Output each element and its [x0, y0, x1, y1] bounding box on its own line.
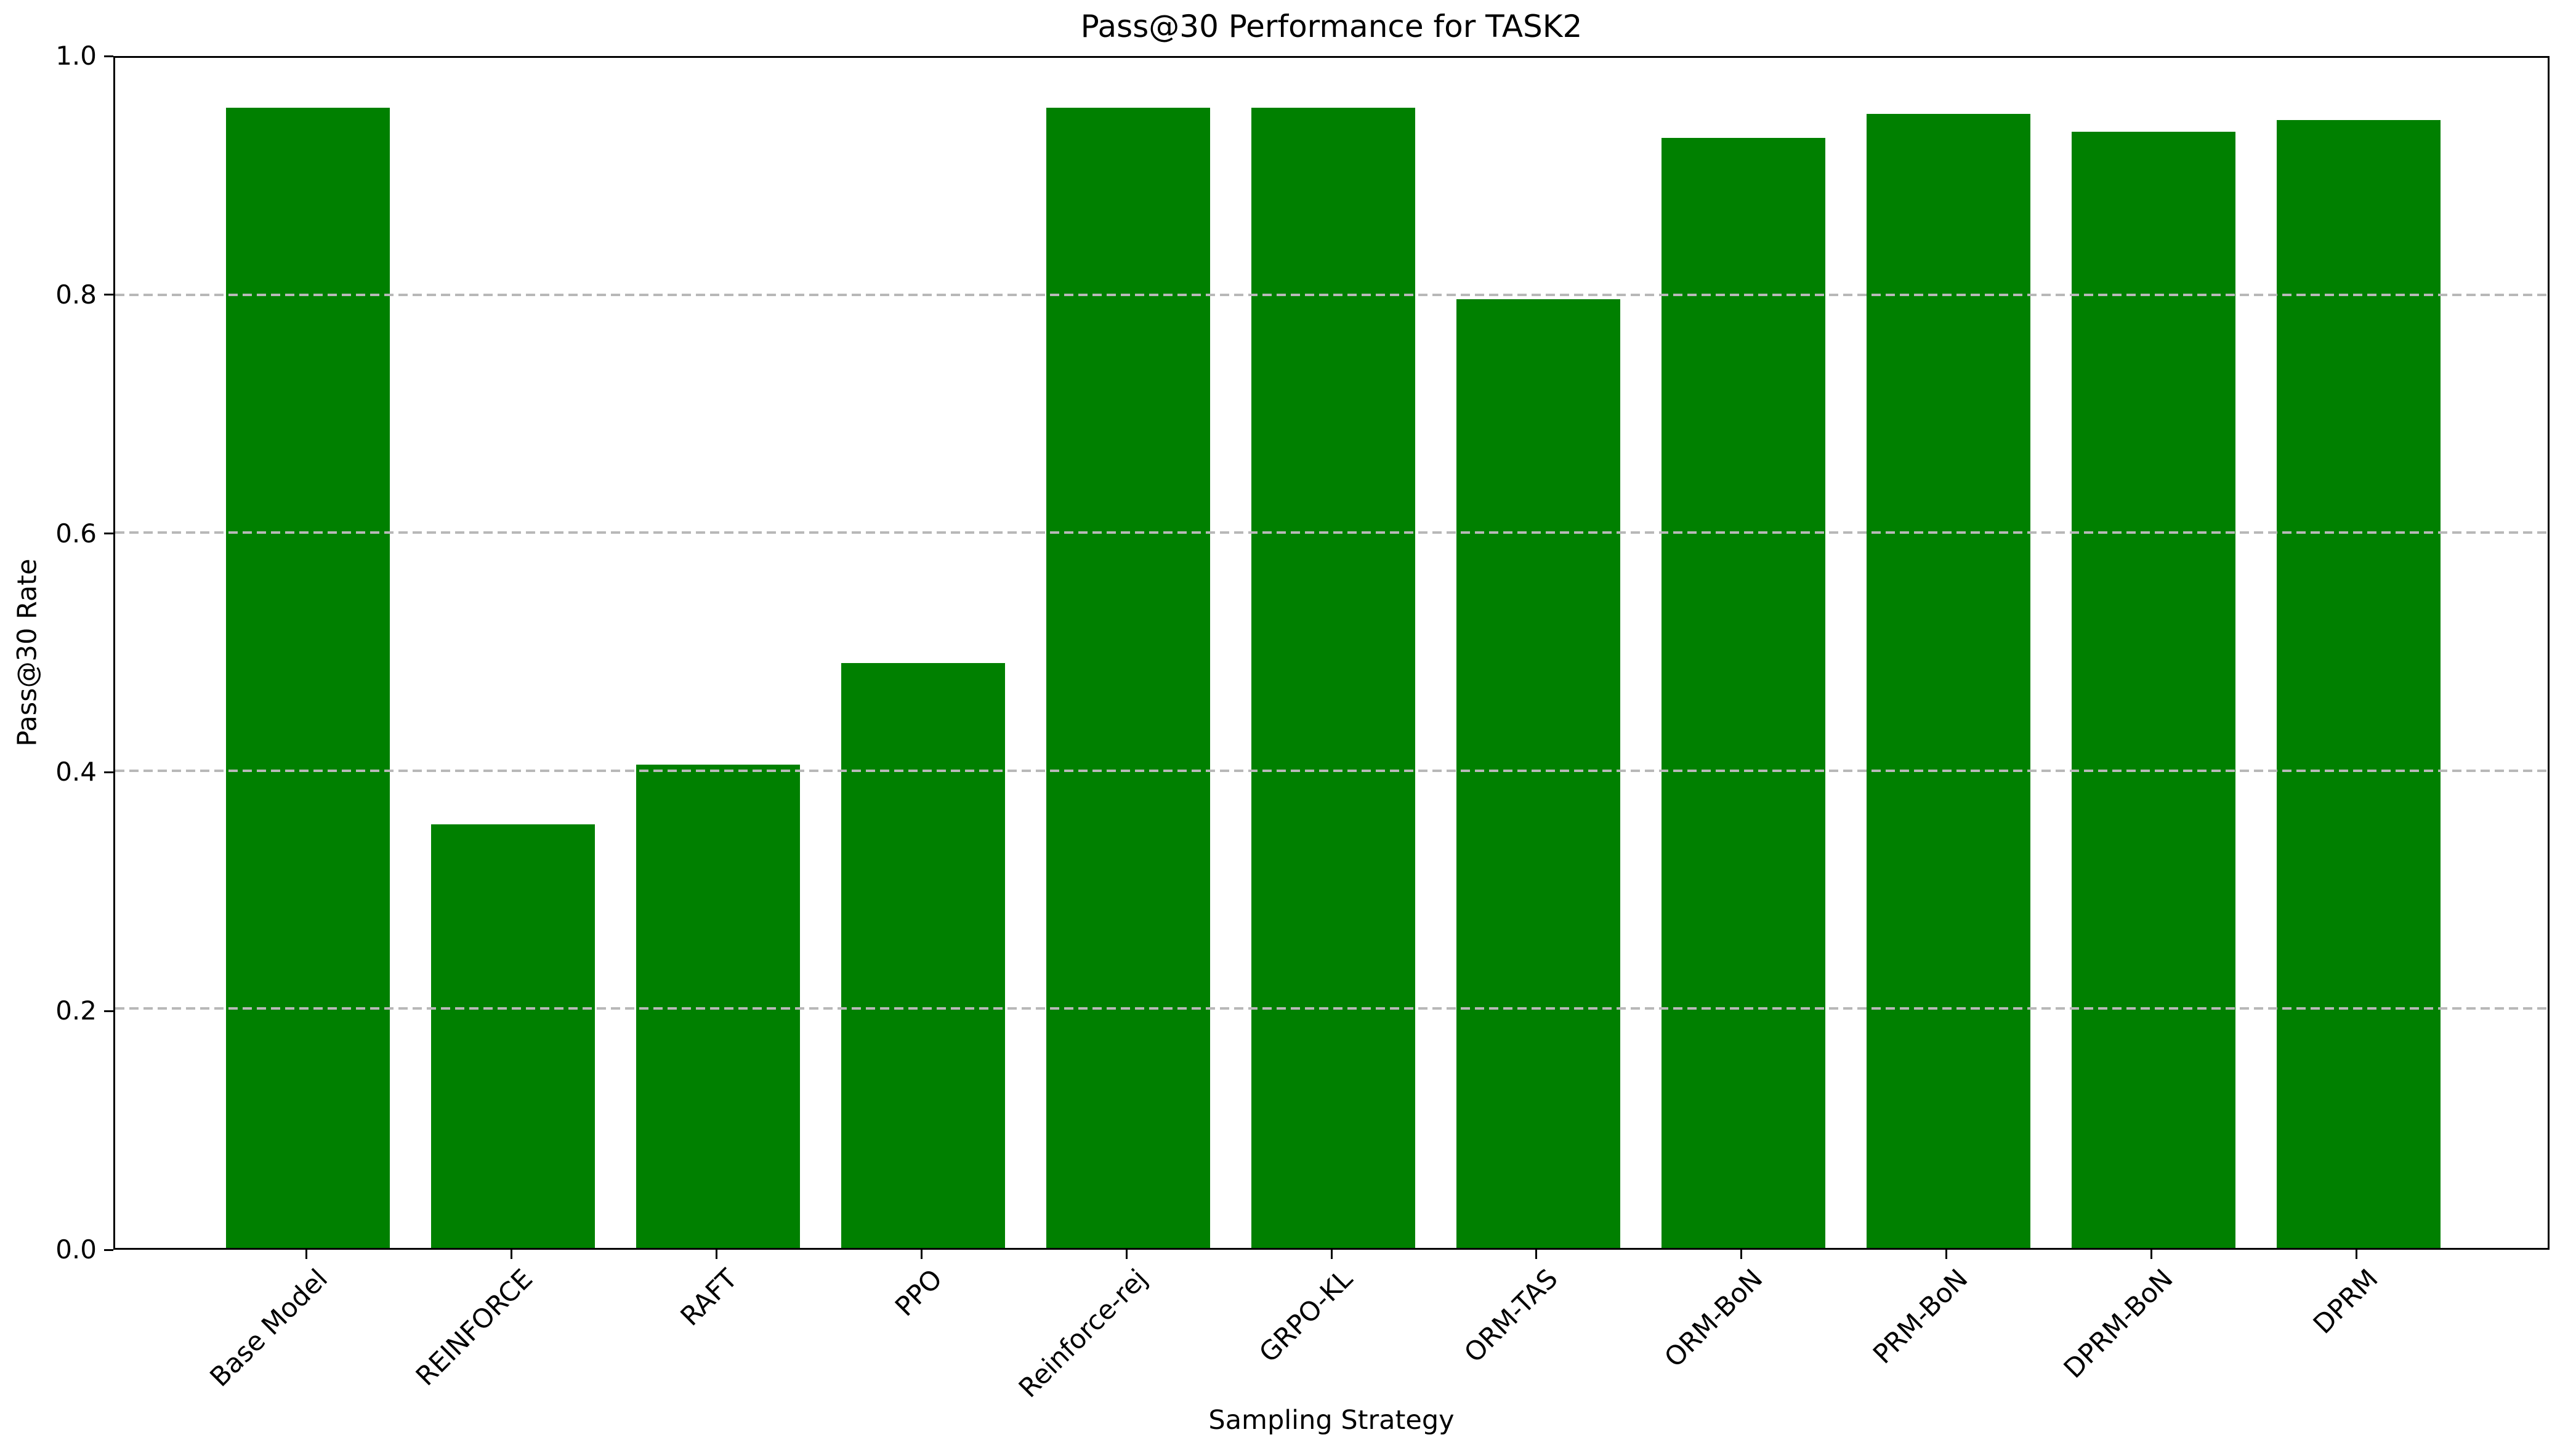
y-tick-mark [104, 533, 113, 535]
y-tick-label: 0.2 [55, 995, 97, 1026]
x-tick-mark [1945, 1250, 1948, 1259]
x-tick-label: Base Model [204, 1263, 334, 1393]
x-tick-mark [1740, 1250, 1743, 1259]
chart-title: Pass@30 Performance for TASK2 [1080, 9, 1583, 44]
bar-base-model [225, 108, 390, 1248]
x-tick-mark [305, 1250, 307, 1259]
bar-reinforce-rej [1046, 108, 1211, 1248]
y-tick-mark [104, 55, 113, 57]
x-tick-label: DPRM [2308, 1263, 2384, 1340]
x-tick-label: PPO [889, 1263, 949, 1323]
x-tick-label: REINFORCE [410, 1263, 539, 1393]
y-gridline [115, 769, 2548, 772]
y-tick-mark [104, 771, 113, 773]
x-axis-label: Sampling Strategy [1208, 1405, 1455, 1436]
y-tick-mark [104, 294, 113, 296]
bar-ppo [841, 662, 1006, 1248]
x-tick-mark [1330, 1250, 1333, 1259]
bar-dprm-bon [2071, 132, 2236, 1248]
bar-reinforce [430, 824, 596, 1248]
bar-orm-bon [1661, 137, 1826, 1248]
bar-grpo-kl [1251, 108, 1416, 1248]
y-axis-label: Pass@30 Rate [12, 558, 43, 747]
plot-area [113, 56, 2550, 1250]
y-tick-label: 0.0 [55, 1234, 97, 1265]
x-tick-mark [510, 1250, 512, 1259]
y-tick-label: 0.4 [55, 757, 97, 787]
y-gridline [115, 531, 2548, 534]
x-tick-label: ORM-TAS [1458, 1263, 1564, 1369]
x-tick-mark [2150, 1250, 2153, 1259]
y-tick-label: 0.8 [55, 279, 97, 310]
x-tick-label: ORM-BoN [1658, 1263, 1769, 1374]
x-tick-label: Reinforce-rej [1013, 1263, 1154, 1404]
bar-orm-tas [1456, 299, 1621, 1248]
y-tick-mark [104, 1249, 113, 1251]
bar-raft [636, 764, 801, 1248]
bar-prm-bon [1866, 113, 2031, 1248]
x-tick-label: GRPO-KL [1253, 1263, 1359, 1369]
y-tick-label: 0.6 [55, 518, 97, 549]
x-tick-label: PRM-BoN [1867, 1263, 1974, 1370]
bar-dprm [2276, 119, 2441, 1248]
x-tick-mark [2356, 1250, 2358, 1259]
x-tick-mark [1125, 1250, 1128, 1259]
x-tick-mark [1535, 1250, 1538, 1259]
x-tick-label: DPRM-BoN [2057, 1263, 2179, 1385]
y-gridline [115, 1007, 2548, 1010]
x-tick-mark [715, 1250, 717, 1259]
y-tick-label: 1.0 [55, 41, 97, 71]
y-tick-mark [104, 1010, 113, 1012]
x-tick-label: RAFT [674, 1263, 744, 1332]
x-tick-mark [920, 1250, 923, 1259]
y-gridline [115, 293, 2548, 296]
